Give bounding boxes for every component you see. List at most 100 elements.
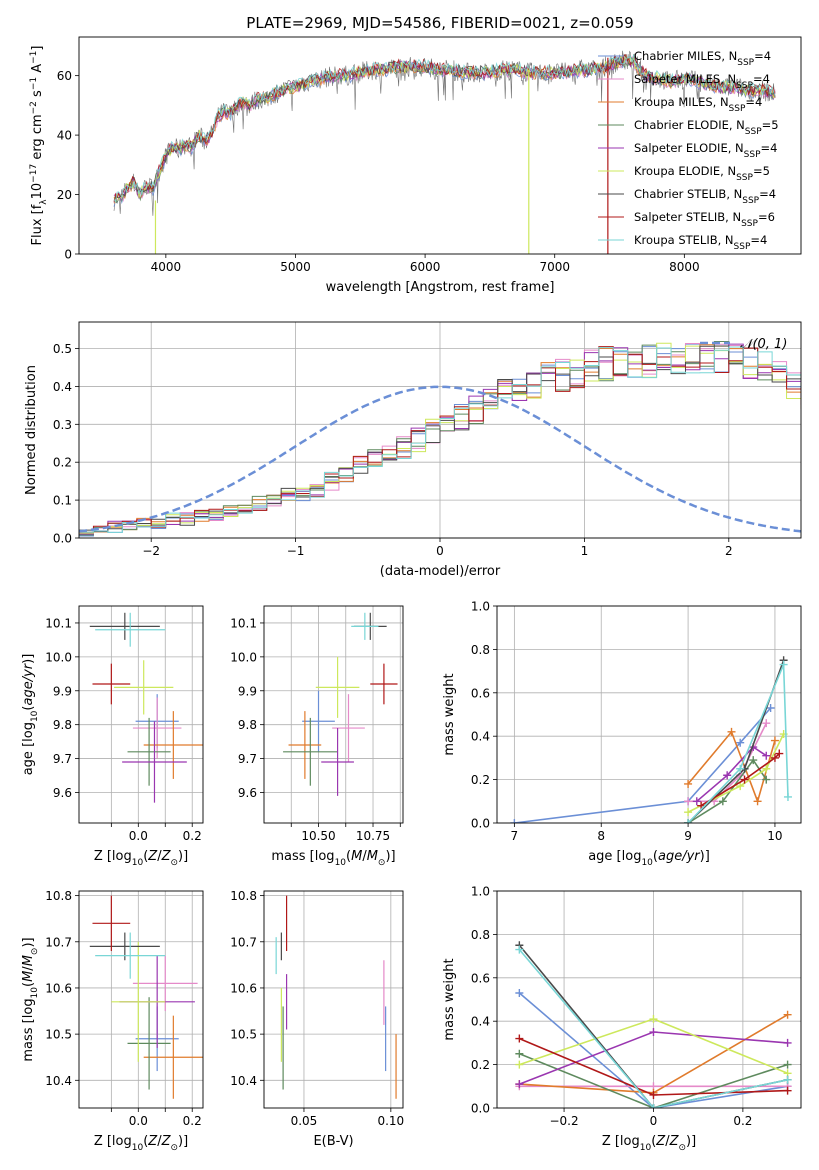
x-tick-label: 7000 xyxy=(539,260,570,274)
x-tick-label: 10.50 xyxy=(301,829,335,843)
label-part: =6 xyxy=(758,210,775,224)
label-part: Z xyxy=(161,849,172,864)
label-part: SSP xyxy=(729,104,746,114)
label-part: ⊙ xyxy=(30,948,40,956)
y-axis-label: Flux [fλ10−17 erg cm−2 s−1 A−1] xyxy=(29,46,49,246)
label-part: / xyxy=(665,1134,670,1149)
axes-frame xyxy=(263,605,404,824)
label-part: s xyxy=(30,90,45,101)
histogram-step xyxy=(79,343,801,538)
label-part: ( xyxy=(651,1134,656,1149)
age-vs-mass-panel: 10.50 10.75 9.6 9.7 9.8 9.9 10.0 10.1 mass [log1… xyxy=(230,605,404,868)
label-part: −1 xyxy=(29,77,39,90)
y-tick-label: 9.7 xyxy=(238,752,257,766)
y-axis-label: mass weight xyxy=(442,958,457,1040)
y-axis-label: mass weight xyxy=(442,673,457,755)
x-tick-label: 6000 xyxy=(410,260,441,274)
y-tick-label: 10.6 xyxy=(230,981,257,995)
label-part: ⊙ xyxy=(678,1143,686,1153)
axes-frame xyxy=(78,890,204,1109)
y-tick-label: 10.5 xyxy=(230,1028,257,1042)
y-tick-label: 20 xyxy=(57,188,72,202)
x-axis-label: Z [log10(Z/Z⊙)] xyxy=(94,1134,188,1153)
label-part: 10 xyxy=(30,987,40,999)
label-part: SSP xyxy=(737,58,754,68)
y-tick-label: 0.6 xyxy=(471,971,490,985)
label-part: erg cm xyxy=(30,114,45,163)
weight-marker xyxy=(684,808,693,817)
label-part: 10 xyxy=(132,1143,144,1153)
y-tick-label: 10.6 xyxy=(45,981,72,995)
label-part: )] xyxy=(178,849,188,864)
legend-label: Chabrier ELODIE, NSSP=5 xyxy=(634,118,779,137)
label-part: ( xyxy=(143,849,148,864)
weight-marker xyxy=(684,797,693,806)
figure-title: PLATE=2969, MJD=54586, FIBERID=0021, z=0… xyxy=(246,14,633,32)
y-tick-label: 40 xyxy=(57,129,72,143)
y-tick-label: 9.7 xyxy=(53,752,72,766)
label-part: Kroupa MILES, N xyxy=(634,95,729,109)
label-part: Chabrier STELIB, N xyxy=(634,187,742,201)
y-tick-label: 0.5 xyxy=(53,342,72,356)
label-part: 10 xyxy=(641,858,653,868)
weight-marker xyxy=(783,792,792,801)
weight-line xyxy=(687,664,789,823)
label-part: (data-model)/error xyxy=(380,564,501,579)
label-part: age/yr xyxy=(658,849,701,864)
x-tick-label: −0.2 xyxy=(549,1114,578,1128)
label-part: SSP xyxy=(744,150,761,160)
y-axis-label: age [log10(age/yr)] xyxy=(21,654,40,776)
y-tick-label: 9.8 xyxy=(238,718,257,732)
x-tick-label: 5000 xyxy=(280,260,311,274)
axes-frame xyxy=(496,890,802,1109)
label-part: =4 xyxy=(761,141,778,155)
weight-marker xyxy=(692,797,701,806)
label-part: SSP xyxy=(741,219,758,229)
label-part: / xyxy=(157,849,162,864)
weight-marker xyxy=(649,1090,658,1099)
axes-frame xyxy=(78,321,802,539)
mass-vs-EBV-panel: 0.05 0.10 10.4 10.5 10.6 10.7 10.8 E(B-V) xyxy=(230,889,404,1149)
y-tick-label: 1.0 xyxy=(471,885,490,899)
x-tick-label: 1 xyxy=(581,544,589,558)
weight-marker xyxy=(783,1086,792,1095)
x-tick-label: 7 xyxy=(511,829,519,843)
label-part: −2 xyxy=(29,101,39,114)
age-vs-Z-marks xyxy=(89,612,203,803)
weight-line xyxy=(687,733,785,813)
axes-frame xyxy=(78,605,204,824)
weight-marker xyxy=(766,703,775,712)
weight-line xyxy=(700,753,780,807)
y-tick-label: 9.8 xyxy=(53,718,72,732)
mass-vs-Z-marks xyxy=(89,895,203,1099)
x-tick-label: 10 xyxy=(767,829,782,843)
label-part: Flux [f xyxy=(30,204,45,245)
label-part: Kroupa STELIB, N xyxy=(634,233,734,247)
label-part: =4 xyxy=(745,95,762,109)
label-part: Z [log xyxy=(94,849,132,864)
x-axis-label: E(B-V) xyxy=(313,1134,353,1149)
y-tick-label: 10.8 xyxy=(45,889,72,903)
weight-marker xyxy=(762,764,771,773)
spectrum-model-line xyxy=(113,54,776,203)
x-tick-label: 0.0 xyxy=(129,829,148,843)
legend-label: Salpeter MILES, NSSP=4 xyxy=(634,72,770,91)
label-part: wavelength [Angstrom, rest frame] xyxy=(326,280,555,295)
y-tick-label: 0.0 xyxy=(471,817,490,831)
label-part: age [log xyxy=(21,722,36,775)
weight-line xyxy=(519,1053,788,1108)
x-tick-label: 0.2 xyxy=(183,829,202,843)
x-tick-label: 8 xyxy=(597,829,605,843)
label-part: ( xyxy=(21,706,36,711)
y-tick-label: 10.0 xyxy=(230,650,257,664)
y-tick-label: 10.8 xyxy=(230,889,257,903)
label-part: ( xyxy=(143,1134,148,1149)
weight-marker xyxy=(770,736,779,745)
weight-vs-age-marks xyxy=(510,656,792,823)
weight-marker xyxy=(783,1038,792,1047)
label-part: )] xyxy=(21,937,36,947)
label-part: M xyxy=(21,971,36,982)
spectrum-marks xyxy=(113,50,776,254)
label-part: SSP xyxy=(736,81,753,91)
